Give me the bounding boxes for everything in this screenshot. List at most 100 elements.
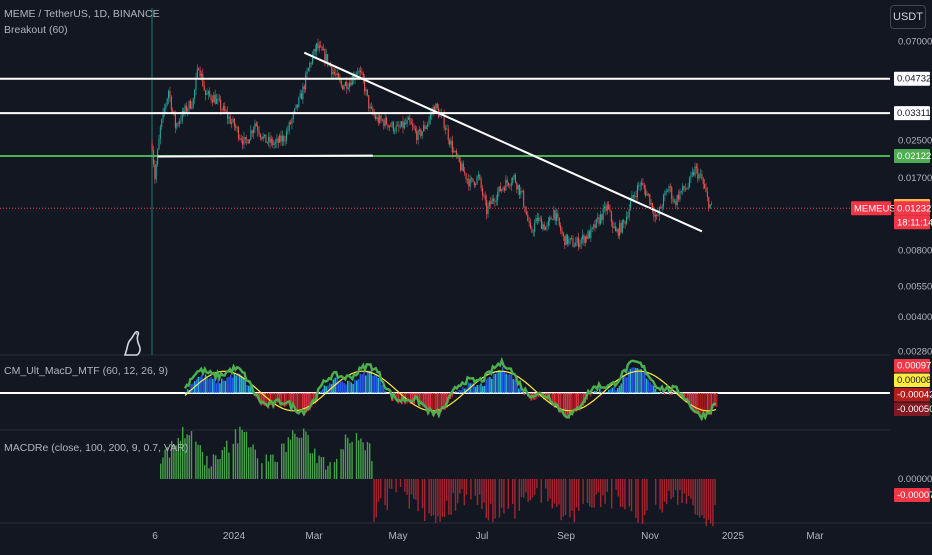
candle [530,218,531,229]
macd-bar [381,385,383,393]
macdre-bar [307,435,308,479]
macdre-bar [549,479,550,498]
macdre-bar [239,427,240,479]
candle [327,54,328,67]
macd-bar [199,377,201,393]
macdre-bar [285,452,286,479]
last-price-label: 0.01232 [894,201,931,215]
macdre-bar [270,455,271,479]
candle [612,220,613,233]
candle [209,87,210,97]
candle [176,123,177,131]
price-axis-tick: 0.00280 [898,347,932,358]
candle [560,222,561,234]
macd-bar [496,372,498,393]
candle [483,193,484,198]
macdre-bar [602,479,603,495]
macd-bar [219,383,221,393]
candle [427,122,428,131]
macdre-bar [501,479,502,508]
candle [570,238,571,244]
candle [564,236,565,249]
candle [385,114,386,128]
candle [253,126,254,139]
macdre-bar [699,479,700,518]
breakout-indicator-legend[interactable]: Breakout (60) [4,24,68,36]
macd-bar [500,372,502,393]
macdre-bar [162,458,163,479]
candle [423,121,424,132]
candle [333,67,334,78]
candle [476,175,477,185]
candle [309,62,310,72]
macd-bar [511,374,513,393]
candle [522,190,523,192]
candle [235,123,236,131]
macdre-bar [411,479,412,495]
macdre-bar [618,479,619,496]
candle [365,87,366,96]
macdre-bar [340,449,341,479]
candle [216,94,217,104]
candle [190,99,191,110]
macdre-bar [191,431,192,479]
candle [571,236,572,241]
candle [603,204,604,225]
macd-bar [360,374,362,393]
macd-bar [372,376,374,393]
candle [519,184,520,199]
macdre-bar [527,479,528,502]
macdre-bar [697,479,698,515]
macdre-bar [655,479,656,505]
price-axis-tick: 0.01700 [898,173,932,184]
macdre-legend[interactable]: MACDRe (close, 100, 200, 9, 0.7, VAR) [4,442,188,454]
macdre-bar [389,479,390,489]
macdre-bar [712,479,713,526]
time-axis-label: Mar [806,531,824,542]
macdre-bar [241,430,242,479]
candle [234,118,235,130]
tradingview-logo-icon[interactable] [122,329,142,362]
candle [604,202,605,213]
macd-bar [595,391,597,393]
macdre-bar [646,479,647,511]
macd-bar [477,385,479,393]
candle [642,178,643,186]
macdre-bar [642,479,643,524]
candle [648,193,649,197]
symbol-legend[interactable]: MEME / TetherUS, 1D, BINANCE [4,8,160,20]
candle [189,100,190,114]
candle [490,197,491,208]
candle [685,184,686,192]
candle [452,136,453,159]
macdre-bar [666,479,667,504]
candle [424,122,425,131]
macdre-bar [439,479,440,522]
candle [263,133,264,142]
candle [217,94,218,105]
macdre-bar [569,479,570,517]
macd-bar [365,376,367,393]
macd-mtf-legend[interactable]: CM_Ult_MacD_MTF (60, 12, 26, 9) [4,365,168,377]
macd-bar [478,385,480,393]
macdre-bar [257,458,258,479]
macdre-bar [541,479,542,503]
candle [520,187,521,198]
currency-button[interactable]: USDT [890,5,926,29]
candle [437,102,438,109]
candle [257,122,258,137]
candle [623,219,624,228]
macdre-bar [376,479,377,517]
candle [409,115,410,126]
candle [526,207,527,216]
candle [387,124,388,130]
macdre-bar [710,479,711,524]
macd-bar [412,393,414,404]
candle [205,90,206,100]
macd-bar [336,378,338,393]
macdre-bar [692,479,693,505]
candle [578,233,579,251]
macdre-bar [204,465,205,479]
